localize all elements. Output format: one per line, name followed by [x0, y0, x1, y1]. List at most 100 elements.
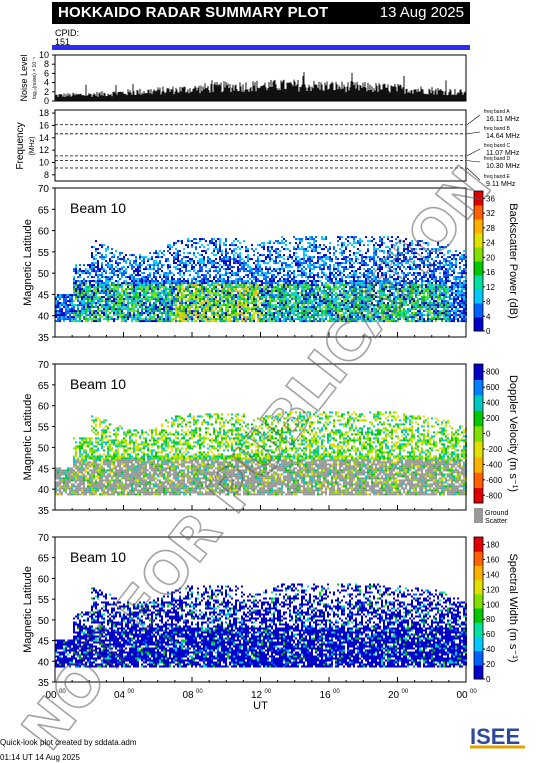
heatmap-cell: [323, 318, 325, 321]
heatmap-cell: [285, 264, 287, 267]
heatmap-cell: [193, 278, 195, 281]
heatmap-cell: [421, 308, 423, 311]
heatmap-cell: [345, 284, 347, 287]
heatmap-cell: [249, 288, 251, 291]
heatmap-cell: [151, 280, 153, 283]
heatmap-cell: [261, 310, 263, 313]
heatmap-cell: [253, 272, 255, 275]
heatmap-cell: [315, 236, 317, 239]
heatmap-cell: [171, 278, 173, 281]
heatmap-cell: [403, 282, 405, 285]
heatmap-cell: [119, 252, 121, 255]
heatmap-cell: [141, 304, 143, 307]
heatmap-cell: [303, 266, 305, 269]
heatmap-cell: [341, 262, 343, 265]
heatmap-cell: [239, 304, 241, 307]
heatmap-cell: [205, 306, 207, 309]
heatmap-cell: [295, 318, 297, 321]
heatmap-cell: [321, 290, 323, 293]
heatmap-cell: [309, 262, 311, 265]
heatmap-cell: [161, 302, 163, 305]
heatmap-cell: [233, 286, 235, 289]
heatmap-cell: [85, 308, 87, 311]
heatmap-cell: [99, 274, 101, 277]
heatmap-cell: [229, 302, 231, 305]
heatmap-cell: [285, 302, 287, 305]
heatmap-cell: [217, 266, 219, 269]
heatmap-cell: [393, 244, 395, 247]
heatmap-cell: [79, 270, 81, 273]
heatmap-cell: [329, 302, 331, 305]
heatmap-cell: [181, 286, 183, 289]
heatmap-cell: [155, 292, 157, 295]
heatmap-cell: [213, 310, 215, 313]
heatmap-cell: [213, 282, 215, 285]
heatmap-cell: [121, 282, 123, 285]
heatmap-cell: [371, 298, 373, 301]
heatmap-cell: [303, 258, 305, 261]
heatmap-cell: [173, 302, 175, 305]
heatmap-cell: [351, 260, 353, 263]
heatmap-cell: [197, 308, 199, 311]
heatmap-cell: [225, 308, 227, 311]
heatmap-cell: [421, 288, 423, 291]
heatmap-cell: [283, 248, 285, 251]
heatmap-cell: [125, 314, 127, 317]
heatmap-cell: [231, 274, 233, 277]
heatmap-cell: [227, 290, 229, 293]
heatmap-cell: [169, 300, 171, 303]
heatmap-cell: [343, 316, 345, 319]
heatmap-cell: [87, 314, 89, 317]
heatmap-cell: [177, 268, 179, 271]
heatmap-cell: [309, 300, 311, 303]
heatmap-cell: [419, 290, 421, 293]
heatmap-cell: [285, 280, 287, 283]
heatmap-cell: [355, 276, 357, 279]
heatmap-cell: [71, 302, 73, 305]
heatmap-cell: [209, 310, 211, 313]
heatmap-cell: [55, 308, 57, 311]
heatmap-cell: [371, 314, 373, 317]
heatmap-cell: [79, 280, 81, 283]
heatmap-cell: [57, 312, 59, 315]
heatmap-cell: [191, 246, 193, 249]
heatmap-cell: [97, 308, 99, 311]
heatmap-cell: [115, 290, 117, 293]
heatmap-cell: [89, 264, 91, 267]
heatmap-cell: [185, 316, 187, 319]
heatmap-cell: [395, 284, 397, 287]
heatmap-cell: [101, 246, 103, 249]
heatmap-cell: [403, 274, 405, 277]
heatmap-cell: [257, 296, 259, 299]
heatmap-cell: [251, 314, 253, 317]
heatmap-cell: [419, 308, 421, 311]
heatmap-cell: [87, 298, 89, 301]
heatmap-cell: [153, 272, 155, 275]
heatmap-cell: [225, 316, 227, 319]
heatmap-cell: [317, 246, 319, 249]
heatmap-cell: [113, 320, 115, 323]
heatmap-cell: [345, 262, 347, 265]
heatmap-cell: [259, 320, 261, 323]
heatmap-cell: [353, 272, 355, 275]
heatmap-cell: [425, 280, 427, 283]
heatmap-cell: [427, 254, 429, 257]
heatmap-cell: [287, 282, 289, 285]
heatmap-cell: [185, 318, 187, 321]
heatmap-cell: [215, 314, 217, 317]
heatmap-cell: [85, 320, 87, 323]
heatmap-cell: [301, 320, 303, 323]
heatmap-cell: [425, 242, 427, 245]
heatmap-cell: [165, 302, 167, 305]
heatmap-cell: [381, 284, 383, 287]
heatmap-cell: [123, 280, 125, 283]
heatmap-cell: [413, 268, 415, 271]
heatmap-cell: [381, 296, 383, 299]
heatmap-cell: [159, 282, 161, 285]
heatmap-cell: [133, 302, 135, 305]
heatmap-cell: [207, 284, 209, 287]
heatmap-cell: [391, 236, 393, 239]
heatmap-cell: [387, 312, 389, 315]
heatmap-cell: [65, 300, 67, 303]
heatmap-cell: [259, 244, 261, 247]
